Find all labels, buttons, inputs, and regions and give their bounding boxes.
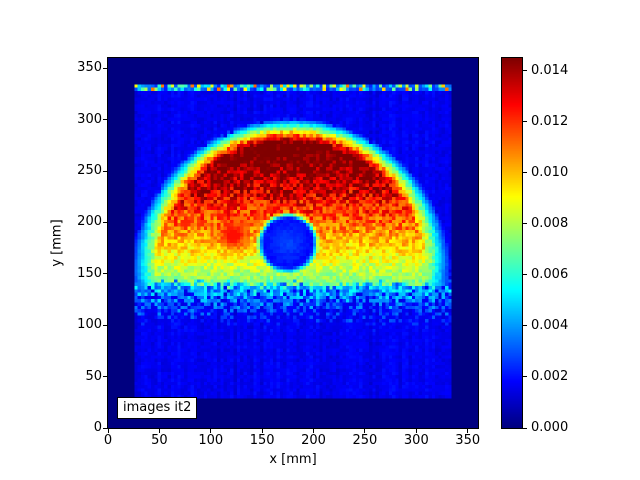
x-tick-mark bbox=[261, 429, 263, 433]
colorbar-gradient bbox=[502, 58, 522, 428]
y-tick-mark bbox=[103, 376, 107, 378]
colorbar-tick-label: 0.010 bbox=[531, 164, 569, 180]
colorbar-tick-mark bbox=[523, 274, 527, 276]
y-tick-mark bbox=[103, 67, 107, 69]
colorbar-tick-mark bbox=[523, 121, 527, 123]
x-tick-mark bbox=[364, 429, 366, 433]
colorbar-tick-label: 0.000 bbox=[531, 420, 569, 435]
colorbar-tick-label: 0.004 bbox=[531, 317, 569, 333]
x-axis-label: x [mm] bbox=[269, 452, 317, 467]
colorbar-tick-mark bbox=[523, 325, 527, 327]
x-tick-mark bbox=[107, 429, 109, 433]
colorbar-tick-label: 0.006 bbox=[531, 266, 569, 282]
y-tick-mark bbox=[103, 221, 107, 223]
y-tick-mark bbox=[103, 273, 107, 275]
x-tick-label: 100 bbox=[198, 433, 224, 448]
y-tick-label: 0 bbox=[93, 420, 102, 435]
colorbar-tick-mark bbox=[523, 223, 527, 225]
colorbar-frame bbox=[501, 57, 523, 429]
x-tick-label: 350 bbox=[455, 433, 481, 448]
x-tick-label: 0 bbox=[103, 433, 113, 448]
x-tick-label: 150 bbox=[249, 433, 275, 448]
colorbar-tick-label: 0.012 bbox=[531, 113, 569, 129]
colorbar-tick-label: 0.002 bbox=[531, 368, 569, 384]
x-tick-mark bbox=[313, 429, 315, 433]
x-tick-mark bbox=[415, 429, 417, 433]
heatmap-image bbox=[108, 58, 478, 428]
y-tick-label: 250 bbox=[77, 163, 102, 179]
x-tick-mark bbox=[158, 429, 160, 433]
x-tick-label: 50 bbox=[151, 433, 168, 448]
y-tick-label: 150 bbox=[77, 265, 102, 281]
y-tick-label: 350 bbox=[77, 60, 102, 76]
axes-frame bbox=[107, 57, 479, 429]
colorbar-tick-mark bbox=[523, 70, 527, 72]
x-tick-label: 250 bbox=[352, 433, 378, 448]
y-axis-label: y [mm] bbox=[49, 219, 65, 267]
annotation-label: images it2 bbox=[117, 397, 198, 419]
y-tick-label: 50 bbox=[85, 368, 102, 384]
x-tick-mark bbox=[467, 429, 469, 433]
x-tick-label: 200 bbox=[301, 433, 326, 448]
y-tick-label: 100 bbox=[77, 317, 102, 333]
colorbar-tick-mark bbox=[523, 427, 527, 429]
y-tick-mark bbox=[103, 119, 107, 121]
x-tick-label: 300 bbox=[403, 433, 429, 448]
x-tick-mark bbox=[210, 429, 212, 433]
y-tick-label: 200 bbox=[77, 214, 102, 230]
y-tick-label: 300 bbox=[77, 111, 102, 127]
y-tick-mark bbox=[103, 324, 107, 326]
colorbar-tick-label: 0.014 bbox=[531, 62, 569, 78]
colorbar-tick-label: 0.008 bbox=[531, 215, 569, 231]
colorbar-tick-mark bbox=[523, 172, 527, 174]
y-tick-mark bbox=[103, 427, 107, 429]
colorbar-tick-mark bbox=[523, 376, 527, 378]
y-tick-mark bbox=[103, 170, 107, 172]
